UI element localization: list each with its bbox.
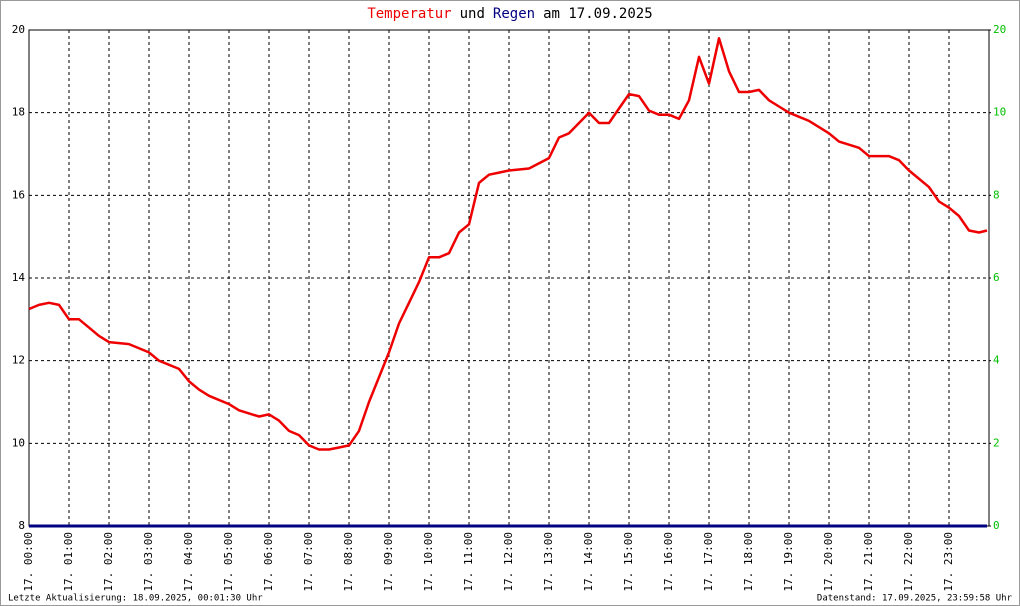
x-tick-label: 17. 21:00 xyxy=(862,532,875,592)
x-tick-label: 17. 06:00 xyxy=(262,532,275,592)
y-tick-label: 8 xyxy=(18,519,25,532)
x-tick-label: 17. 08:00 xyxy=(342,532,355,592)
chart-title: Temperatur und Regen am 17.09.2025 xyxy=(367,6,652,22)
y2-tick-label: 8 xyxy=(993,188,1000,201)
y2-tick-label: 20 xyxy=(993,23,1006,36)
x-tick-label: 17. 07:00 xyxy=(302,532,315,592)
y-tick-label: 20 xyxy=(12,23,25,36)
x-tick-label: 17. 22:00 xyxy=(902,532,915,592)
y-tick-label: 18 xyxy=(12,106,25,119)
x-tick-label: 17. 16:00 xyxy=(662,532,675,592)
title-part: und xyxy=(460,6,485,22)
x-tick-label: 17. 02:00 xyxy=(102,532,115,592)
x-tick-label: 17. 18:00 xyxy=(742,532,755,592)
y2-tick-label: 2 xyxy=(993,436,1000,449)
x-tick-label: 17. 00:00 xyxy=(22,532,35,592)
title-part: Temperatur xyxy=(367,6,451,22)
x-tick-label: 17. 20:00 xyxy=(822,532,835,592)
x-tick-label: 17. 10:00 xyxy=(422,532,435,592)
x-tick-label: 17. 17:00 xyxy=(702,532,715,592)
title-part: Regen xyxy=(493,6,535,22)
x-tick-label: 17. 11:00 xyxy=(462,532,475,592)
footer-right: Datenstand: 17.09.2025, 23:59:58 Uhr xyxy=(817,594,1013,604)
series-line xyxy=(28,37,988,451)
x-tick-label: 17. 23:00 xyxy=(942,532,955,592)
y2-tick-label: 4 xyxy=(993,354,1000,367)
y2-tick-label: 10 xyxy=(993,106,1006,119)
x-tick-label: 17. 09:00 xyxy=(382,532,395,592)
y2-tick-label: 0 xyxy=(993,519,1000,532)
x-tick-label: 17. 19:00 xyxy=(782,532,795,592)
x-tick-label: 17. 01:00 xyxy=(62,532,75,592)
x-tick-label: 17. 04:00 xyxy=(182,532,195,592)
title-part: am 17.09.2025 xyxy=(543,6,653,22)
x-tick-label: 17. 14:00 xyxy=(582,532,595,592)
y-tick-label: 14 xyxy=(12,271,26,284)
y2-tick-label: 6 xyxy=(993,271,1000,284)
footer-left: Letzte Aktualisierung: 18.09.2025, 00:01… xyxy=(8,594,263,604)
x-tick-label: 17. 03:00 xyxy=(142,532,155,592)
x-tick-label: 17. 05:00 xyxy=(222,532,235,592)
y-tick-label: 16 xyxy=(12,188,25,201)
title-text: Temperatur und Regen am 17.09.2025 xyxy=(367,6,652,22)
x-tick-label: 17. 12:00 xyxy=(502,532,515,592)
y-tick-label: 10 xyxy=(12,436,25,449)
y-tick-label: 12 xyxy=(12,354,25,367)
x-tick-label: 17. 15:00 xyxy=(622,532,635,592)
x-tick-label: 17. 13:00 xyxy=(542,532,555,592)
